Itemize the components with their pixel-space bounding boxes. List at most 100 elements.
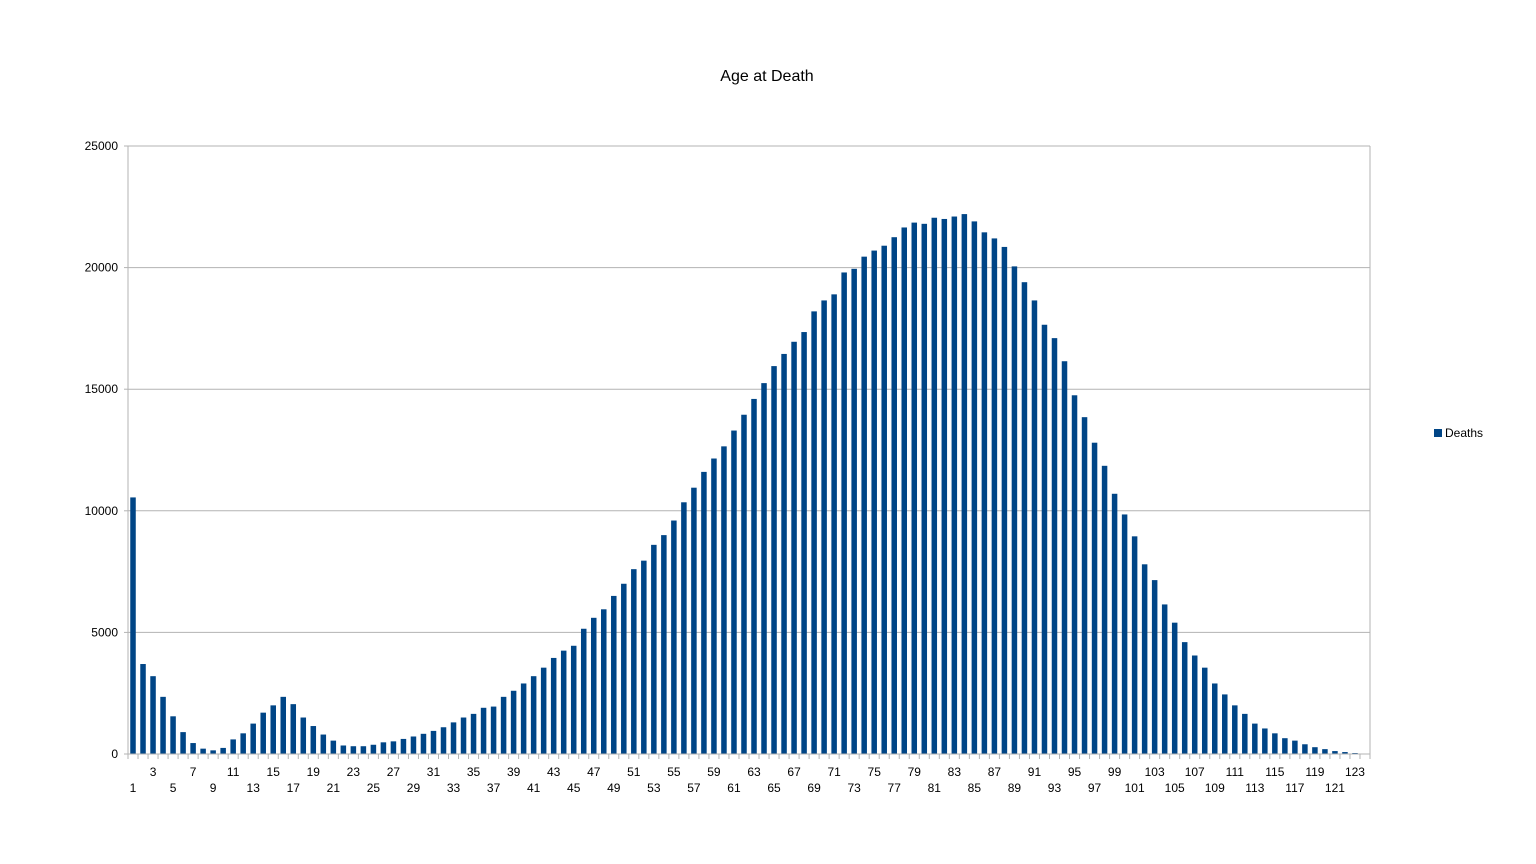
bar-26 [380, 742, 387, 754]
x-tick-label-bottom-93: 93 [1048, 781, 1062, 795]
bar-17 [290, 704, 297, 754]
bar-71 [831, 294, 837, 754]
bar-38 [500, 696, 507, 754]
x-tick-label-bottom-5: 5 [170, 781, 177, 795]
x-tick-label-top-55: 55 [667, 765, 681, 779]
x-tick-label-bottom-37: 37 [487, 781, 501, 795]
bar-68 [801, 332, 807, 754]
x-tick-label-bottom-57: 57 [687, 781, 701, 795]
y-tick-label-5000: 5000 [91, 625, 118, 639]
bar-4 [160, 696, 166, 754]
bar-78 [901, 227, 908, 755]
bar-36 [480, 707, 487, 754]
x-tick-label-top-95: 95 [1068, 765, 1082, 779]
legend-label-deaths: Deaths [1445, 426, 1483, 440]
bar-62 [741, 414, 747, 754]
bar-83 [951, 216, 958, 754]
bar-80 [921, 223, 928, 755]
bar-104 [1161, 604, 1168, 754]
x-tick-label-bottom-61: 61 [727, 781, 741, 795]
bar-114 [1262, 728, 1268, 754]
bar-64 [761, 383, 767, 754]
x-tick-label-bottom-97: 97 [1088, 781, 1102, 795]
x-tick-label-bottom-117: 117 [1285, 781, 1304, 795]
bar-27 [390, 741, 397, 754]
bar-98 [1101, 465, 1108, 754]
bar-109 [1211, 683, 1218, 754]
x-tick-label-bottom-69: 69 [807, 781, 821, 795]
y-tick-label-20000: 20000 [85, 261, 119, 275]
x-tick-label-top-103: 103 [1145, 765, 1165, 779]
bar-16 [280, 696, 287, 754]
bar-31 [430, 730, 437, 754]
x-axis: 3 7 11 15 19 23 27 31 35 39 43 47 51 55 59 63 67 71 75 79 83… [127, 753, 1371, 795]
x-tick-label-top-79: 79 [908, 765, 922, 779]
x-tick-label-bottom-65: 65 [767, 781, 781, 795]
bar-43 [550, 657, 557, 754]
bar-9 [210, 750, 216, 754]
bar-91 [1031, 300, 1038, 754]
bar-55 [671, 520, 677, 754]
bar-81 [931, 217, 938, 754]
y-tick-label-15000: 15000 [85, 382, 119, 396]
y-axis: 0 5000 10000 15000 20000 25000 [85, 139, 129, 761]
bar-11 [230, 739, 236, 754]
x-tick-label-top-15: 15 [267, 765, 281, 779]
x-tick-label-top-99: 99 [1108, 765, 1122, 779]
bar-65 [771, 366, 777, 754]
chart-title: Age at Death [720, 68, 813, 85]
bar-48 [601, 609, 607, 754]
bar-44 [560, 650, 567, 754]
bar-97 [1091, 442, 1098, 754]
x-tick-label-top-47: 47 [587, 765, 601, 779]
x-tick-label-bottom-21: 21 [327, 781, 341, 795]
bar-34 [460, 717, 467, 754]
bar-120 [1322, 749, 1328, 754]
x-tick-label-top-67: 67 [787, 765, 801, 779]
x-tick-label-top-63: 63 [747, 765, 761, 779]
bar-20 [320, 734, 327, 754]
bar-29 [410, 736, 417, 754]
bar-99 [1111, 493, 1118, 754]
bar-117 [1292, 740, 1298, 754]
bar-96 [1081, 417, 1088, 754]
bar-72 [841, 272, 847, 754]
bar-110 [1222, 694, 1228, 754]
bar-8 [200, 748, 206, 754]
bar-58 [701, 471, 707, 754]
x-tick-label-bottom-73: 73 [847, 781, 861, 795]
x-tick-label-bottom-9: 9 [210, 781, 217, 795]
bar-7 [190, 743, 196, 754]
bar-76 [881, 245, 887, 754]
bar-45 [570, 645, 577, 754]
bar-111 [1232, 705, 1238, 754]
bar-41 [530, 676, 537, 754]
bar-53 [651, 544, 657, 754]
x-tick-label-bottom-89: 89 [1008, 781, 1022, 795]
x-tick-label-top-7: 7 [190, 765, 197, 779]
bar-94 [1061, 361, 1068, 754]
bar-59 [711, 458, 717, 754]
bar-77 [891, 237, 897, 754]
bar-90 [1021, 282, 1028, 754]
bar-100 [1121, 514, 1128, 754]
bar-52 [641, 560, 647, 754]
bar-22 [340, 745, 347, 754]
bar-28 [400, 738, 407, 754]
x-tick-label-top-107: 107 [1185, 765, 1205, 779]
bar-113 [1252, 723, 1258, 754]
x-tick-label-bottom-13: 13 [247, 781, 261, 795]
bar-73 [851, 268, 857, 754]
bar-37 [490, 706, 497, 754]
x-tick-label-top-115: 115 [1265, 765, 1284, 779]
bar-18 [300, 717, 307, 754]
x-tick-label-top-23: 23 [347, 765, 361, 779]
bar-50 [621, 583, 627, 754]
bar-75 [871, 250, 877, 755]
x-tick-label-top-43: 43 [547, 765, 561, 779]
x-tick-label-bottom-41: 41 [527, 781, 541, 795]
y-tick-label-0: 0 [111, 747, 118, 761]
x-tick-label-bottom-105: 105 [1165, 781, 1185, 795]
bar-6 [180, 732, 186, 754]
x-tick-label-bottom-101: 101 [1125, 781, 1145, 795]
